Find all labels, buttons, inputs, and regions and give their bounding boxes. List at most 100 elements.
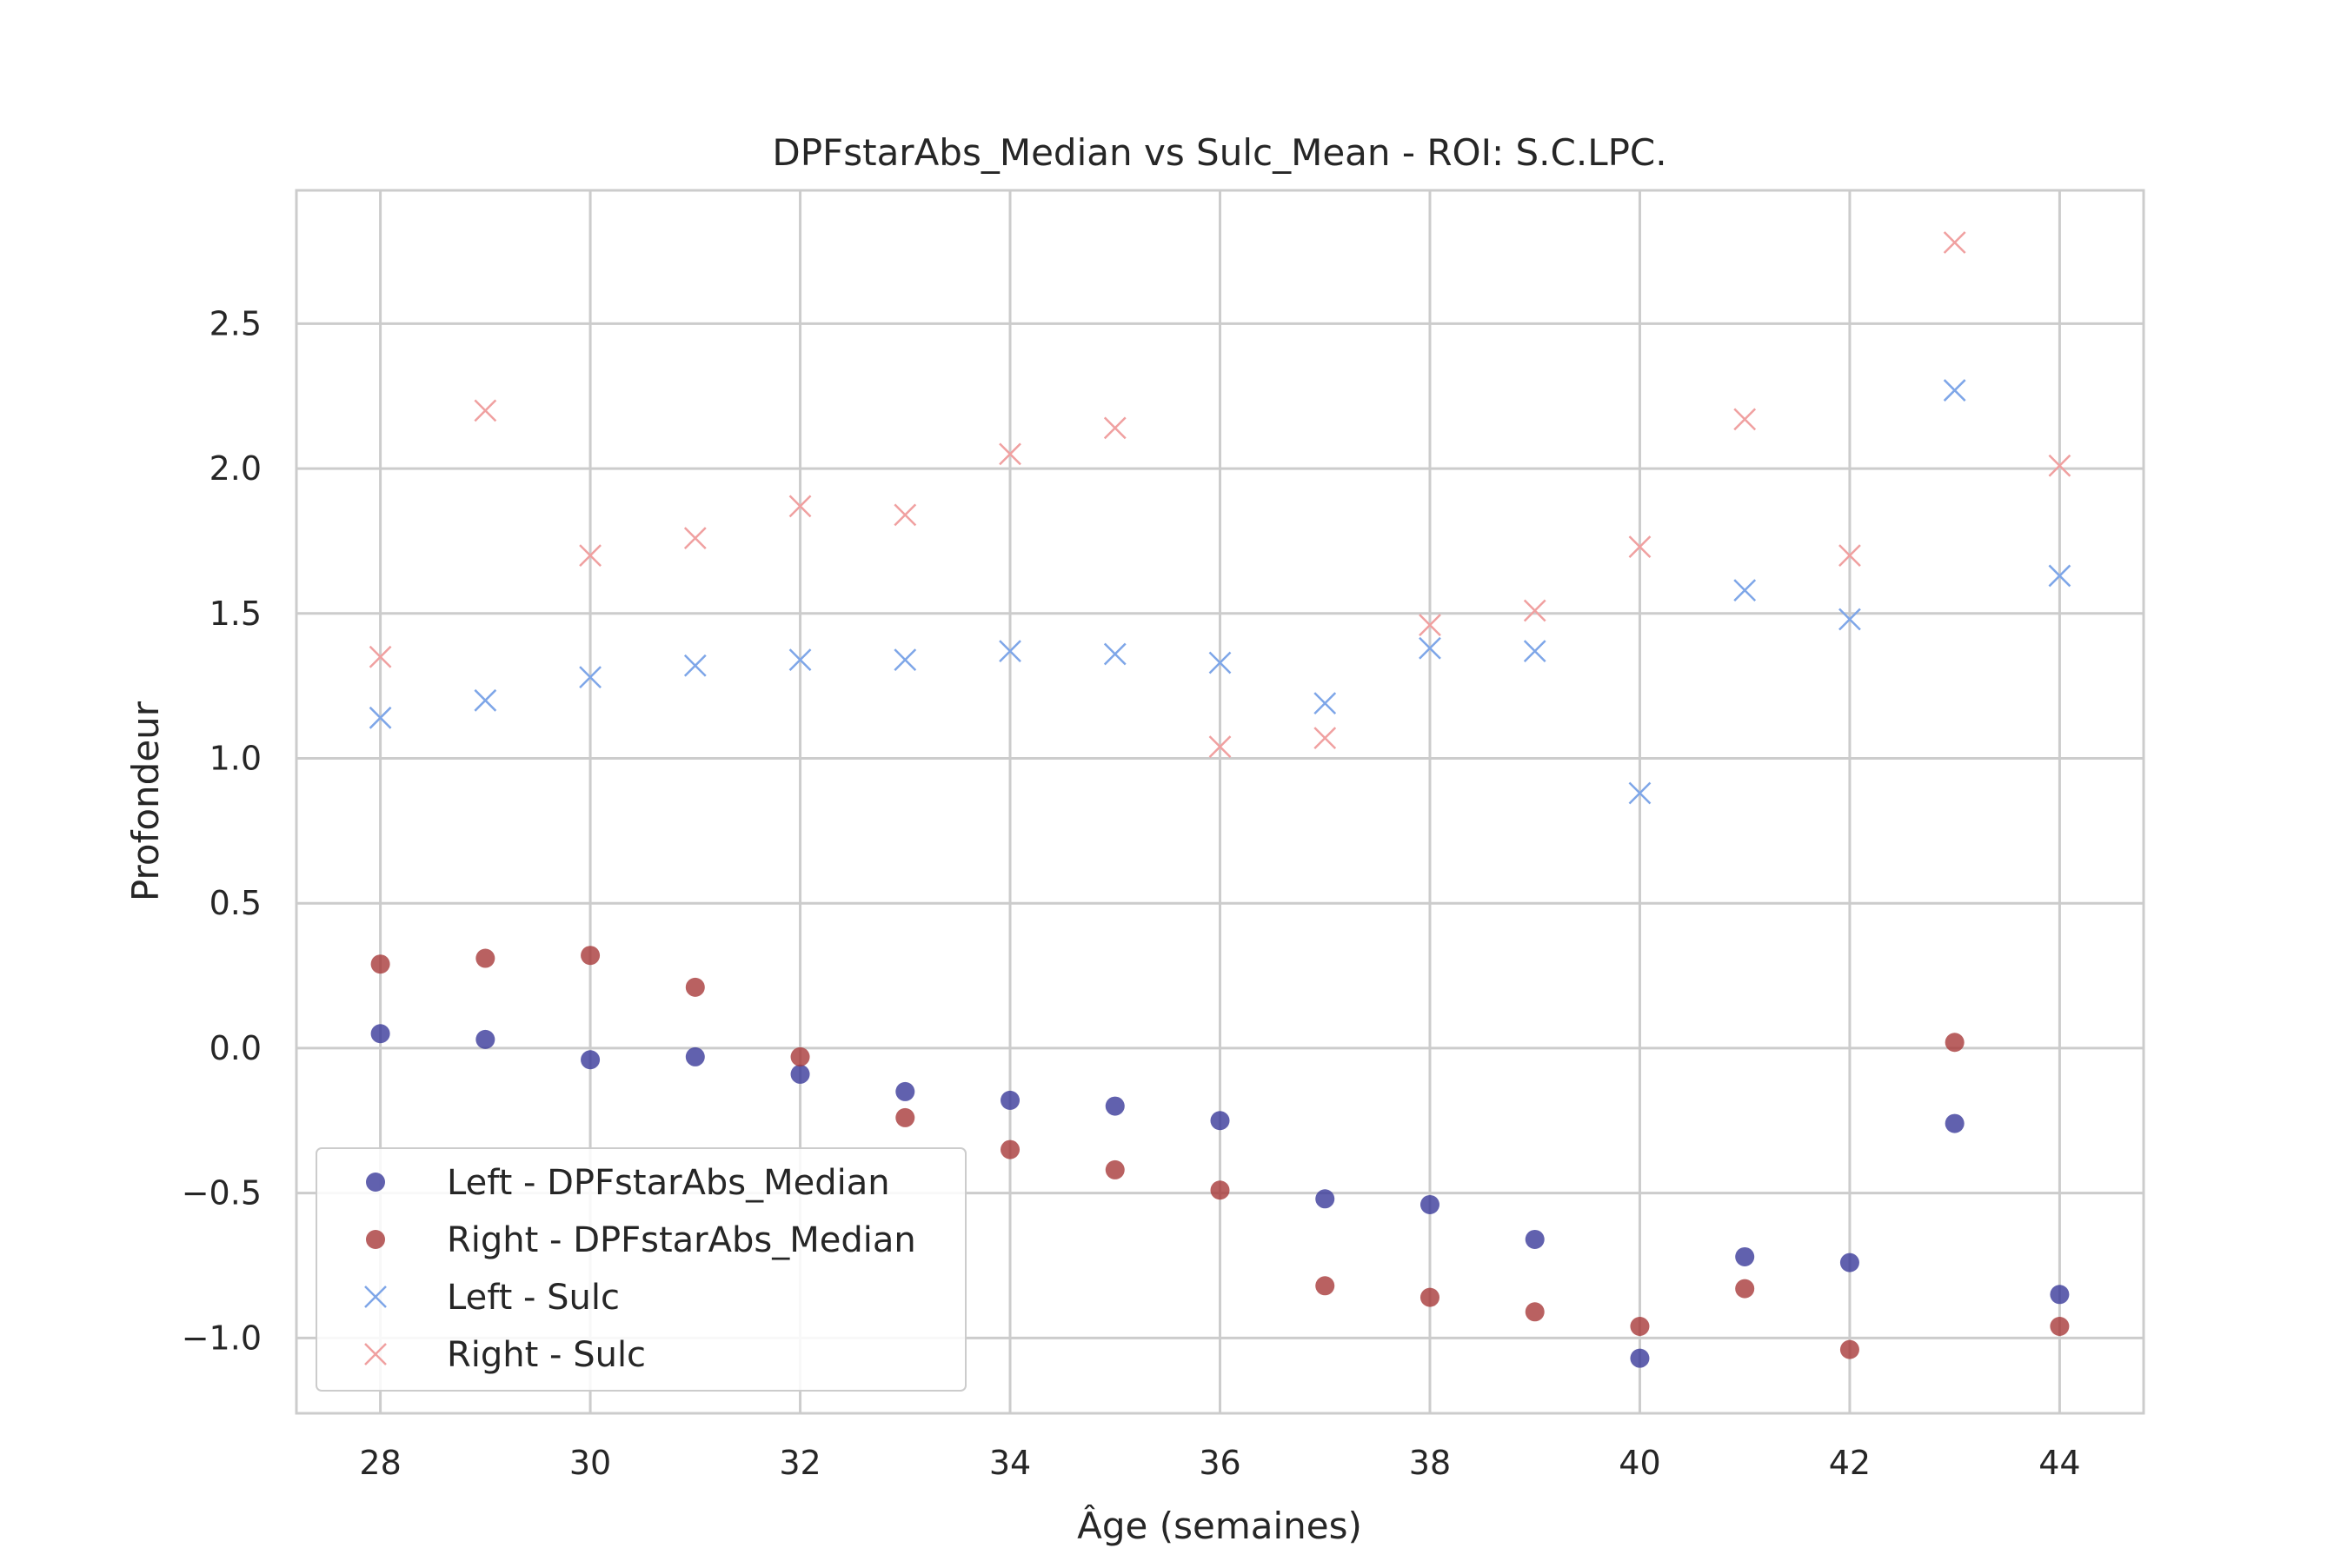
x-tick-label: 40 [1619, 1444, 1660, 1482]
data-point-circle [1210, 1111, 1230, 1131]
data-point-circle [475, 1029, 495, 1049]
data-point-x [788, 495, 812, 518]
data-point-circle [1105, 1159, 1125, 1179]
data-point-x [369, 645, 392, 668]
data-point-x [683, 654, 707, 677]
y-tick-label: −0.5 [182, 1174, 262, 1213]
data-point-x [579, 544, 602, 567]
data-point-x [1943, 379, 1966, 402]
series-3 [369, 379, 2071, 805]
y-tick-label: 2.5 [209, 304, 262, 342]
data-point-circle [2050, 1316, 2070, 1336]
data-point-x [1838, 544, 1861, 567]
y-tick-label: 0.0 [209, 1029, 262, 1067]
data-point-x [474, 399, 497, 422]
x-tick-label: 44 [2038, 1444, 2080, 1482]
data-point-circle [475, 948, 495, 968]
data-point-circle [685, 977, 705, 997]
x-tick-label: 34 [989, 1444, 1031, 1482]
data-point-x [1103, 642, 1127, 666]
data-point-circle [1630, 1348, 1650, 1368]
data-point-circle [581, 946, 601, 966]
legend-marker [364, 1286, 387, 1308]
legend-marker [366, 1173, 385, 1192]
series-2 [370, 946, 2070, 1359]
data-point-circle [1420, 1287, 1439, 1307]
data-point-circle [895, 1081, 915, 1101]
data-point-circle [1420, 1194, 1439, 1214]
data-point-x [1103, 416, 1127, 440]
data-point-x [1628, 535, 1652, 558]
data-point-x [1523, 640, 1546, 663]
data-point-x [999, 640, 1021, 663]
data-point-circle [1525, 1302, 1545, 1322]
data-point-x [1523, 599, 1546, 622]
data-point-x [1733, 579, 1757, 601]
data-point-circle [1735, 1279, 1755, 1299]
data-point-circle [895, 1107, 915, 1127]
data-point-circle [1839, 1339, 1859, 1359]
x-tick-label: 38 [1409, 1444, 1451, 1482]
data-point-circle [1210, 1180, 1230, 1200]
series-4 [369, 231, 2071, 759]
data-point-x [1313, 727, 1337, 750]
data-point-x [683, 527, 707, 549]
data-point-circle [1945, 1113, 1965, 1133]
data-point-x [1208, 651, 1232, 674]
legend-label: Right - DPFstarAbs_Median [447, 1220, 916, 1260]
chart-title: DPFstarAbs_Median vs Sulc_Mean - ROI: S.… [772, 131, 1666, 174]
x-tick-label: 36 [1199, 1444, 1240, 1482]
legend-label: Right - Sulc [447, 1335, 646, 1375]
data-point-x [369, 706, 392, 729]
data-point-circle [1001, 1090, 1021, 1110]
data-point-circle [1001, 1139, 1021, 1159]
y-tick-label: 1.5 [209, 595, 262, 633]
y-tick-label: 2.0 [209, 449, 262, 488]
data-point-circle [1945, 1033, 1965, 1053]
data-point-circle [1735, 1246, 1755, 1266]
data-point-x [999, 442, 1021, 466]
data-point-circle [790, 1046, 810, 1066]
series-1 [370, 1024, 2070, 1368]
data-point-circle [1315, 1276, 1335, 1296]
data-point-x [2048, 454, 2071, 477]
data-point-x [894, 503, 917, 527]
data-point-x [1208, 735, 1232, 759]
tick-labels: 28 30 32 34 36 38 40 42 44 −1.0 −0.5 0.0 0.5 1.0 1.5 2.… [182, 304, 2081, 1482]
y-tick-label: 0.5 [209, 884, 262, 922]
y-tick-label: 1.0 [209, 739, 262, 777]
data-point-x [1733, 408, 1757, 431]
data-point-x [1943, 231, 1966, 254]
data-point-circle [790, 1064, 810, 1084]
data-point-circle [581, 1050, 601, 1070]
data-points [369, 231, 2071, 1368]
data-point-circle [370, 954, 390, 974]
data-point-x [894, 648, 917, 672]
x-tick-label: 30 [569, 1444, 611, 1482]
data-point-x [788, 648, 812, 672]
data-point-circle [1315, 1189, 1335, 1209]
data-point-x [1313, 692, 1337, 715]
legend-frame [316, 1147, 967, 1392]
y-axis-label: Profondeur [124, 701, 167, 901]
x-tick-label: 32 [779, 1444, 821, 1482]
legend-marker [364, 1343, 387, 1365]
data-point-x [2048, 564, 2071, 588]
data-point-circle [1525, 1229, 1545, 1249]
data-point-x [579, 666, 602, 689]
data-point-x [1628, 781, 1652, 805]
data-point-x [1838, 608, 1861, 631]
y-tick-label: −1.0 [182, 1319, 262, 1357]
x-tick-label: 42 [1829, 1444, 1871, 1482]
legend: Left - DPFstarAbs_Median Right - DPFstarA… [316, 1147, 967, 1392]
x-axis-label: Âge (semaines) [1077, 1504, 1362, 1547]
data-point-x [1419, 636, 1441, 660]
data-point-circle [2050, 1285, 2070, 1305]
legend-label: Left - DPFstarAbs_Median [447, 1163, 890, 1203]
x-tick-label: 28 [359, 1444, 401, 1482]
data-point-circle [1630, 1316, 1650, 1336]
data-point-circle [1105, 1096, 1125, 1116]
data-point-circle [685, 1046, 705, 1066]
